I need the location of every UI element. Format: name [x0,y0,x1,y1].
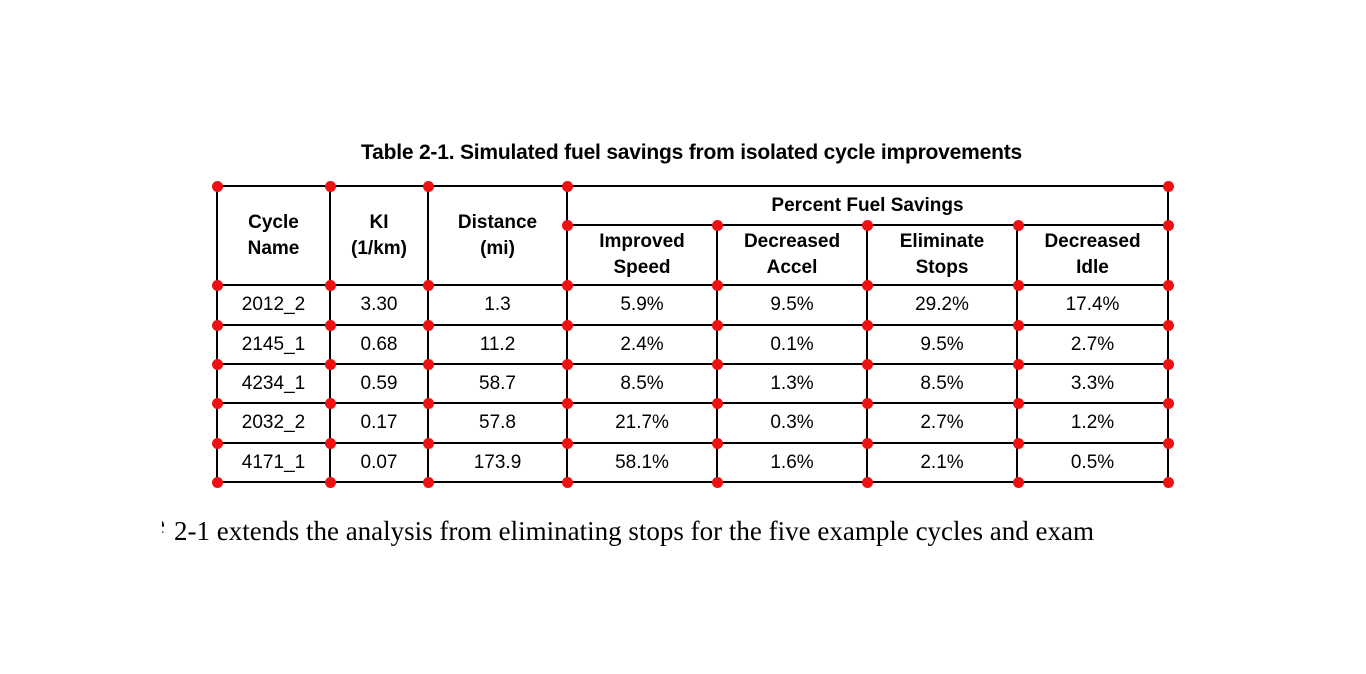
clipped-letter-glyph: e [162,509,165,540]
table-row: 4171_1 0.07 173.9 58.1% 1.6% 2.1% 0.5% [216,442,1169,483]
cell-improved-speed: 8.5% [566,363,718,404]
cell-improved-speed: 58.1% [566,442,718,483]
cell-decreased-accel: 0.1% [716,324,868,365]
cell-improved-speed: 21.7% [566,402,718,444]
cell-decreased-idle: 0.5% [1016,442,1169,483]
cell-ki: 0.59 [329,363,429,404]
table-row: 4234_1 0.59 58.7 8.5% 1.3% 8.5% 3.3% [216,363,1169,404]
cell-decreased-idle: 1.2% [1016,402,1169,444]
body-text: e 2-1 extends the analysis from eliminati… [162,509,1094,547]
table-caption: Table 2-1. Simulated fuel savings from i… [361,141,1022,164]
cell-eliminate-stops: 2.7% [866,402,1018,444]
clipped-letter: e [162,509,167,540]
cell-ki: 0.07 [329,442,429,483]
cell-distance: 1.3 [427,284,568,326]
cell-decreased-accel: 1.6% [716,442,868,483]
cell-improved-speed: 2.4% [566,324,718,365]
cell-ki: 0.68 [329,324,429,365]
cell-eliminate-stops: 2.1% [866,442,1018,483]
cell-eliminate-stops: 8.5% [866,363,1018,404]
col-header-ki: KI (1/km) [329,185,429,286]
cell-cycle-name: 4171_1 [216,442,331,483]
col-header-improved-speed: Improved Speed [566,224,718,286]
col-header-decreased-idle: Decreased Idle [1016,224,1169,286]
col-header-eliminate-stops: Eliminate Stops [866,224,1018,286]
cell-ki: 3.30 [329,284,429,326]
cell-distance: 11.2 [427,324,568,365]
fuel-savings-table: Cycle Name KI (1/km) Distance (mi) Perce… [216,185,1169,483]
table-row: 2145_1 0.68 11.2 2.4% 0.1% 9.5% 2.7% [216,324,1169,365]
cell-improved-speed: 5.9% [566,284,718,326]
group-header-percent-fuel-savings: Percent Fuel Savings [566,185,1169,226]
table-row: 2012_2 3.30 1.3 5.9% 9.5% 29.2% 17.4% [216,284,1169,326]
cell-decreased-idle: 2.7% [1016,324,1169,365]
cell-ki: 0.17 [329,402,429,444]
cell-cycle-name: 4234_1 [216,363,331,404]
cell-decreased-idle: 17.4% [1016,284,1169,326]
cell-distance: 173.9 [427,442,568,483]
cell-decreased-idle: 3.3% [1016,363,1169,404]
cell-decreased-accel: 1.3% [716,363,868,404]
col-header-distance: Distance (mi) [427,185,568,286]
table-row: 2032_2 0.17 57.8 21.7% 0.3% 2.7% 1.2% [216,402,1169,444]
cell-distance: 58.7 [427,363,568,404]
body-text-content: 2-1 extends the analysis from eliminatin… [174,516,1094,546]
col-header-decreased-accel: Decreased Accel [716,224,868,286]
cell-cycle-name: 2145_1 [216,324,331,365]
cell-decreased-accel: 0.3% [716,402,868,444]
col-header-cycle-name: Cycle Name [216,185,331,286]
cell-eliminate-stops: 9.5% [866,324,1018,365]
cell-cycle-name: 2032_2 [216,402,331,444]
cell-eliminate-stops: 29.2% [866,284,1018,326]
cell-cycle-name: 2012_2 [216,284,331,326]
cell-distance: 57.8 [427,402,568,444]
cell-decreased-accel: 9.5% [716,284,868,326]
